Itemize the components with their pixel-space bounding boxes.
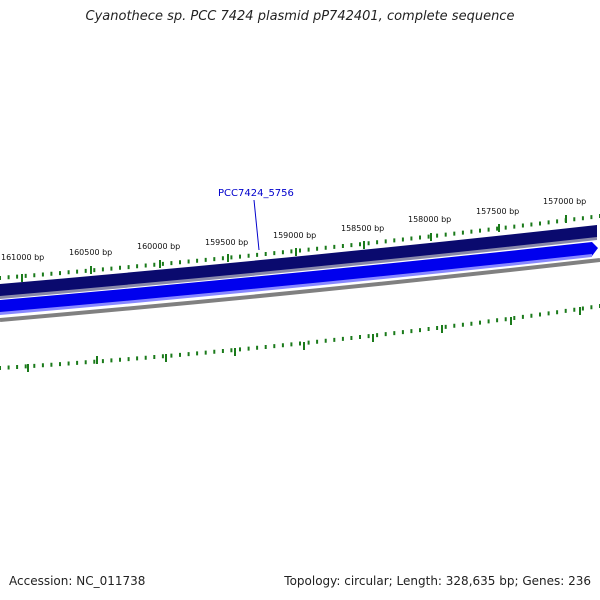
scale-label: 157000 bp bbox=[543, 197, 586, 206]
inner-major-ticks bbox=[27, 307, 581, 372]
scale-ticks: 161000 bp 160500 bp 160000 bp 159500 bp … bbox=[1, 197, 586, 282]
scale-label: 161000 bp bbox=[1, 253, 44, 262]
gene-label-leader bbox=[253, 199, 260, 251]
accession-text: Accession: NC_011738 bbox=[9, 574, 146, 588]
scale-label: 157500 bp bbox=[476, 207, 519, 216]
reverse-band-highlight bbox=[0, 254, 592, 315]
scale-label: 160500 bp bbox=[69, 248, 112, 257]
outer-minor-ticks bbox=[0, 214, 600, 280]
scale-label: 160000 bp bbox=[137, 242, 180, 251]
scale-label: 158500 bp bbox=[341, 224, 384, 233]
scale-label: 159000 bp bbox=[273, 231, 316, 240]
outer-tick-ring bbox=[0, 214, 600, 280]
gene-label-pcc7424-5756[interactable]: PCC7424_5756 bbox=[218, 188, 294, 199]
scale-label: 159500 bp bbox=[205, 238, 248, 247]
forward-band-shadow bbox=[0, 237, 597, 299]
genome-summary-text: Topology: circular; Length: 328,635 bp; … bbox=[284, 574, 591, 588]
forward-gene-band[interactable] bbox=[0, 225, 597, 298]
reverse-gene-band[interactable] bbox=[0, 242, 598, 314]
map-title: Cyanothece sp. PCC 7424 plasmid pP742401… bbox=[85, 9, 515, 24]
scale-label: 158000 bp bbox=[408, 215, 451, 224]
backbone-line bbox=[0, 258, 600, 322]
inner-minor-ticks bbox=[0, 304, 600, 370]
